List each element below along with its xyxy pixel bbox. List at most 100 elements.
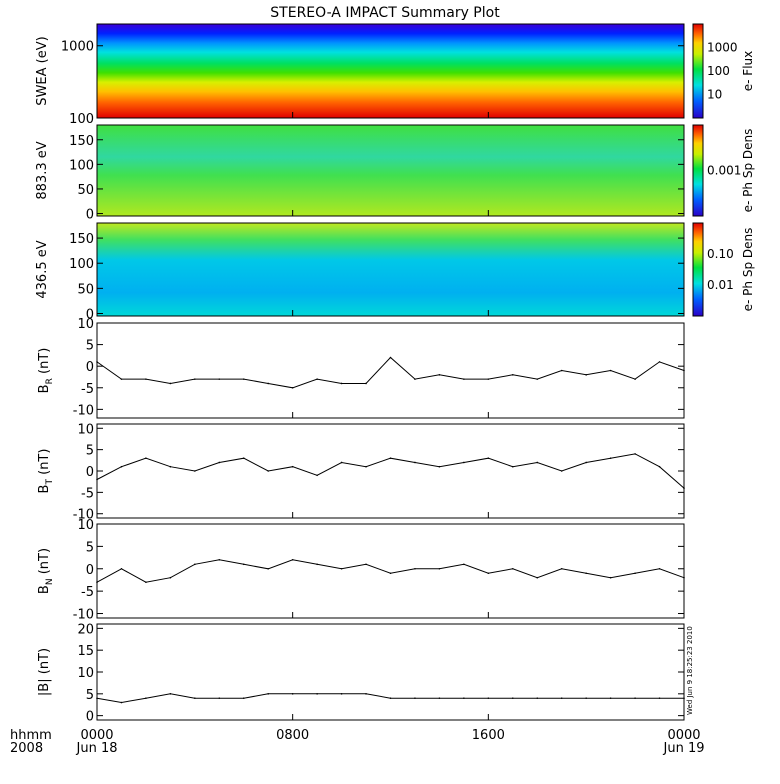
panel-6: -10 -5 0 5 10 BN (nT) xyxy=(37,518,685,623)
data-point xyxy=(658,567,661,570)
data-point xyxy=(487,378,490,380)
data-point xyxy=(511,567,514,570)
series-line xyxy=(96,356,685,389)
data-point xyxy=(389,572,392,575)
data-point xyxy=(511,465,514,468)
data-point xyxy=(658,465,661,468)
data-point xyxy=(560,567,563,570)
data-point xyxy=(511,697,514,699)
data-point xyxy=(291,386,294,389)
y-tick-label: 0 xyxy=(86,307,94,322)
y-tick-label: 0 xyxy=(86,465,94,480)
y-axis-label: 436.5 eV xyxy=(35,240,50,298)
data-point xyxy=(511,374,514,376)
y-tick-label: 5 xyxy=(86,688,94,703)
data-point xyxy=(120,378,123,380)
data-point xyxy=(242,697,245,699)
data-point xyxy=(218,559,221,561)
data-point xyxy=(634,572,636,575)
panel-frame xyxy=(96,222,685,317)
data-point xyxy=(487,697,490,699)
data-point xyxy=(414,697,416,699)
creation-timestamp: Wed Jun 9 18:25:23 2010 xyxy=(686,626,694,715)
y-tick-label: 10 xyxy=(77,666,94,681)
panel-frame xyxy=(96,523,685,619)
data-point xyxy=(242,378,245,380)
data-point xyxy=(365,563,367,566)
panel-frame xyxy=(96,423,685,519)
colorbar-tick-label: 10 xyxy=(707,88,722,102)
data-point xyxy=(536,576,539,579)
data-point xyxy=(194,470,196,472)
data-point xyxy=(291,465,294,468)
y-label-unit: (nT) xyxy=(37,348,52,378)
y-tick-label: 0 xyxy=(86,360,94,375)
data-point xyxy=(634,378,636,380)
data-point xyxy=(242,457,245,459)
data-point xyxy=(683,697,685,699)
data-point xyxy=(365,382,367,385)
series-line xyxy=(96,559,685,583)
x-tick-time: 0800 xyxy=(276,728,309,743)
data-point xyxy=(414,461,416,464)
y-tick-label: -5 xyxy=(81,585,94,600)
data-point xyxy=(414,378,416,380)
data-point xyxy=(340,382,343,385)
data-point xyxy=(340,567,343,570)
data-point xyxy=(194,378,196,380)
data-point xyxy=(487,457,490,459)
colorbar-tick-label: 0.10 xyxy=(707,247,734,261)
colorbar-scale xyxy=(692,23,704,119)
y-tick-label: 100 xyxy=(69,112,94,127)
colorbar-label: e- Ph Sp Dens xyxy=(741,228,755,312)
data-point xyxy=(683,369,685,372)
data-point xyxy=(463,461,465,464)
data-point xyxy=(536,378,539,380)
y-tick-label: -10 xyxy=(73,403,94,418)
data-point xyxy=(438,567,441,570)
y-tick-label: 5 xyxy=(86,444,94,459)
y-label-subscript: T xyxy=(45,479,55,486)
plot-title: STEREO-A IMPACT Summary Plot xyxy=(270,5,500,21)
data-point xyxy=(145,457,147,459)
x-row1-label: hhmm xyxy=(10,728,52,743)
data-point xyxy=(169,465,172,468)
y-tick-label: 50 xyxy=(77,282,94,297)
data-point xyxy=(267,693,270,695)
data-point xyxy=(169,576,172,579)
panel-2: 0.001 e- Ph Sp Dens 0 50 100 150 883.3 eV xyxy=(35,124,755,223)
data-point xyxy=(634,453,636,455)
x-tick-time: 0000 xyxy=(80,728,113,743)
panel-4: -10 -5 0 5 10 BR (nT) xyxy=(37,317,685,419)
data-point xyxy=(463,563,465,566)
y-label-unit: (nT) xyxy=(37,449,52,479)
data-point xyxy=(609,697,612,699)
y-axis-label: |B| (nT) xyxy=(37,648,52,696)
data-point xyxy=(585,461,587,464)
panel-5: -10 -5 0 5 10 BT (nT) xyxy=(37,422,685,523)
data-point xyxy=(96,361,98,363)
y-tick-label: 1000 xyxy=(61,40,94,55)
panel-frame xyxy=(96,124,685,217)
series-line xyxy=(96,453,685,489)
y-tick-label: 150 xyxy=(69,134,94,149)
data-point xyxy=(365,693,367,695)
data-point xyxy=(194,563,196,566)
data-point xyxy=(96,581,98,583)
y-tick-label: 20 xyxy=(77,622,94,637)
data-point xyxy=(267,382,270,385)
data-point xyxy=(120,567,123,570)
colorbar-tick-label: 0.001 xyxy=(707,164,741,178)
y-label-main: |B| xyxy=(37,678,52,696)
data-point xyxy=(609,457,612,459)
y-tick-label: 0 xyxy=(86,563,94,578)
colorbar-scale xyxy=(692,222,704,317)
heatmap-field xyxy=(97,125,684,216)
data-point xyxy=(316,474,318,477)
x-tick-time: 1600 xyxy=(472,728,505,743)
y-tick-label: -5 xyxy=(81,486,94,501)
data-point xyxy=(438,374,441,376)
data-point xyxy=(536,461,539,464)
